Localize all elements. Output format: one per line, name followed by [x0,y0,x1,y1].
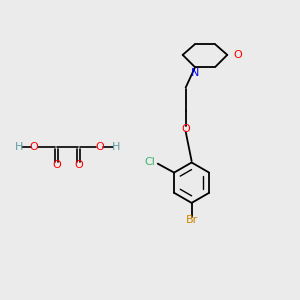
Text: Br: Br [185,215,198,225]
Text: Cl: Cl [145,157,155,167]
Text: H: H [112,142,120,152]
Text: O: O [233,50,242,60]
Text: O: O [52,160,61,170]
Text: O: O [181,124,190,134]
Text: O: O [95,142,104,152]
Text: O: O [74,160,83,170]
Text: N: N [190,68,199,78]
Text: H: H [15,142,23,152]
Text: O: O [30,142,38,152]
